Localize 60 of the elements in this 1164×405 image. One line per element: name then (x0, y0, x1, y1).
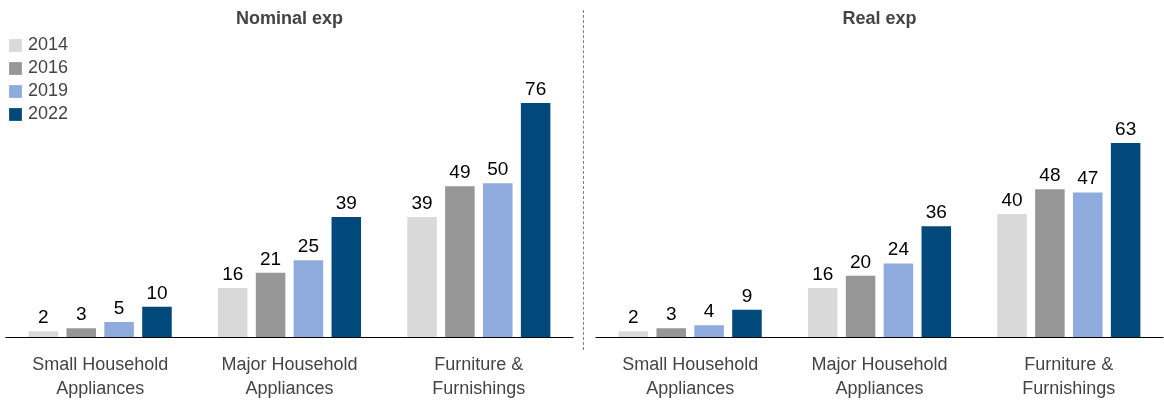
data-label: 39 (411, 192, 433, 214)
bar (921, 226, 952, 338)
bar (28, 331, 59, 338)
bar (1073, 192, 1103, 338)
data-label: 2 (628, 306, 639, 328)
data-label: 47 (1077, 167, 1099, 189)
data-label: 21 (260, 247, 282, 269)
bar (997, 214, 1027, 338)
chart-title: Nominal exp (235, 7, 344, 28)
bar (483, 183, 513, 338)
data-label: 49 (449, 161, 471, 183)
bar (142, 306, 172, 338)
x-tick-label: Small Household Appliances (622, 353, 759, 398)
bar (445, 186, 475, 338)
bar (331, 217, 362, 338)
x-tick-label: Major Household Appliances (221, 353, 358, 398)
bar (656, 328, 686, 338)
data-label: 5 (113, 297, 125, 319)
data-label: 25 (297, 235, 320, 257)
data-label: 4 (703, 300, 715, 322)
data-label: 3 (665, 303, 677, 325)
data-label: 16 (222, 263, 244, 285)
data-label: 20 (850, 250, 872, 272)
data-label: 10 (146, 281, 168, 303)
data-label: 40 (1001, 189, 1023, 211)
x-tick-label: Furniture & Furnishings (1022, 353, 1116, 398)
x-tick-label: Major Household Appliances (811, 353, 948, 398)
legend-label: 2019 (28, 80, 69, 101)
bar (732, 309, 762, 338)
bar (520, 102, 551, 338)
x-tick-label: Small Household Appliances (32, 353, 169, 398)
bar (293, 260, 324, 338)
bar (217, 288, 248, 338)
data-label: 63 (1115, 118, 1137, 140)
bar (694, 325, 724, 338)
bar (104, 322, 134, 338)
legend-label: 2014 (28, 34, 69, 55)
bar (1035, 189, 1065, 338)
data-label: 36 (925, 201, 947, 223)
bar (845, 275, 876, 338)
data-label: 24 (887, 238, 910, 260)
legend-label: 2022 (28, 103, 69, 124)
bar (407, 217, 437, 338)
chart-title: Real exp (842, 7, 917, 28)
bar (66, 328, 96, 338)
bar (883, 263, 914, 338)
data-label: 9 (741, 284, 753, 306)
legend-label: 2016 (28, 57, 69, 78)
data-label: 50 (487, 158, 509, 180)
data-label: 2 (38, 306, 49, 328)
data-label: 76 (525, 77, 547, 99)
bar (1110, 143, 1141, 338)
bar (807, 288, 838, 338)
data-label: 48 (1039, 164, 1061, 186)
data-label: 39 (335, 192, 357, 214)
data-label: 3 (75, 303, 87, 325)
x-tick-label: Furniture & Furnishings (432, 353, 526, 398)
bar (618, 331, 649, 338)
data-label: 16 (812, 263, 834, 285)
bar (255, 272, 286, 338)
